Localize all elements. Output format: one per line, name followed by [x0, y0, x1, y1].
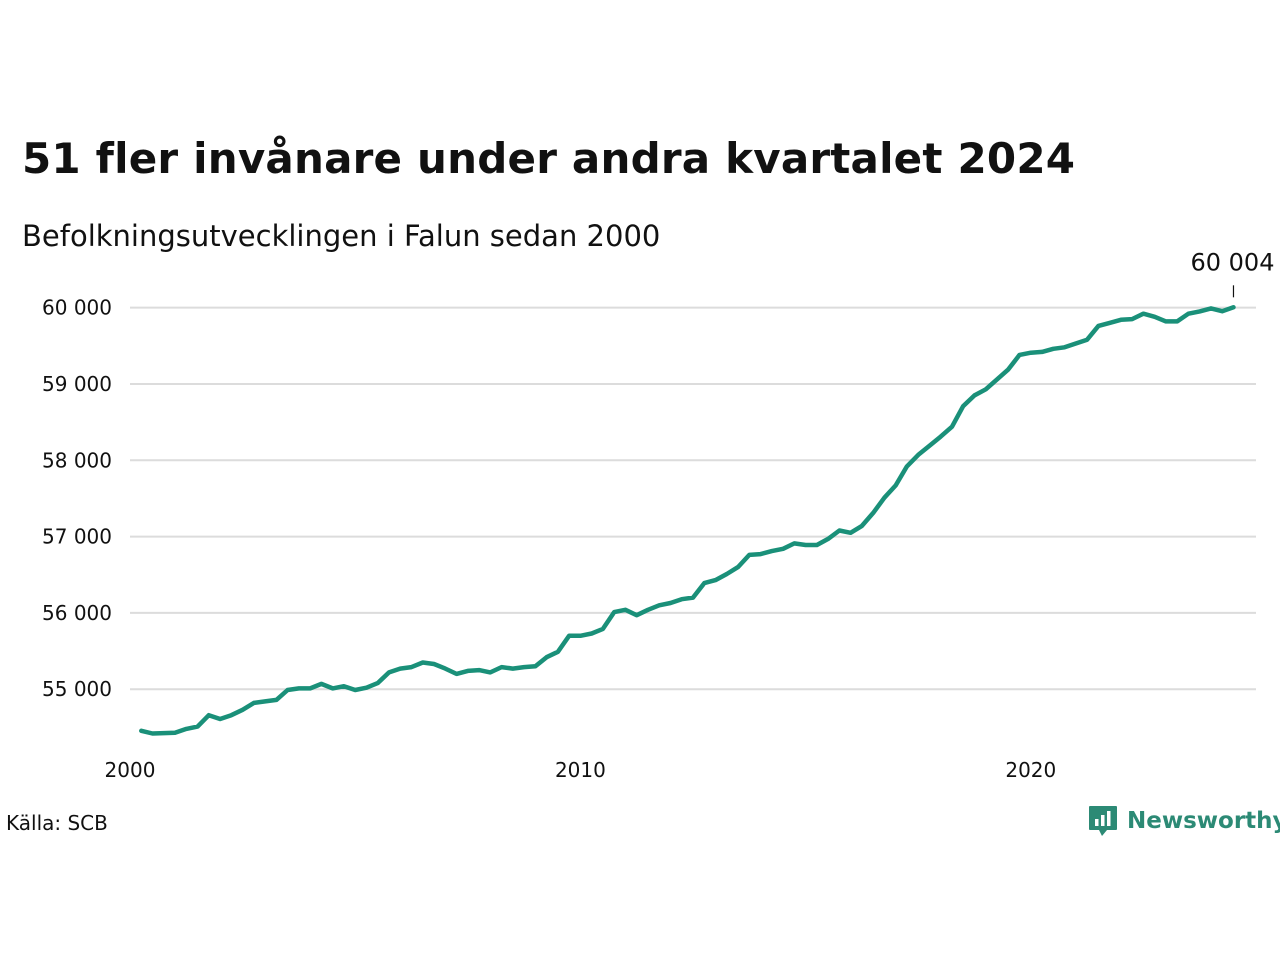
brand-logo: Newsworthy: [1087, 804, 1280, 838]
y-tick-label: 60 000: [42, 296, 112, 320]
y-tick-label: 56 000: [42, 601, 112, 625]
y-tick-label: 57 000: [42, 525, 112, 549]
x-tick-label: 2020: [1005, 758, 1056, 782]
source-note: Källa: SCB: [6, 811, 108, 835]
y-tick-label: 59 000: [42, 372, 112, 396]
chart-subtitle: Befolkningsutvecklingen i Falun sedan 20…: [22, 219, 661, 253]
last-value-label: 60 004: [1190, 248, 1274, 276]
chart-title: 51 fler invånare under andra kvartalet 2…: [22, 134, 1076, 183]
x-tick-label: 2010: [555, 758, 606, 782]
newsworthy-logo-icon: [1089, 806, 1117, 836]
y-tick-label: 58 000: [42, 448, 112, 472]
y-tick-label: 55 000: [42, 677, 112, 701]
x-tick-label: 2000: [105, 758, 156, 782]
brand-name: Newsworthy: [1127, 808, 1280, 834]
series-line: [139, 305, 1236, 736]
